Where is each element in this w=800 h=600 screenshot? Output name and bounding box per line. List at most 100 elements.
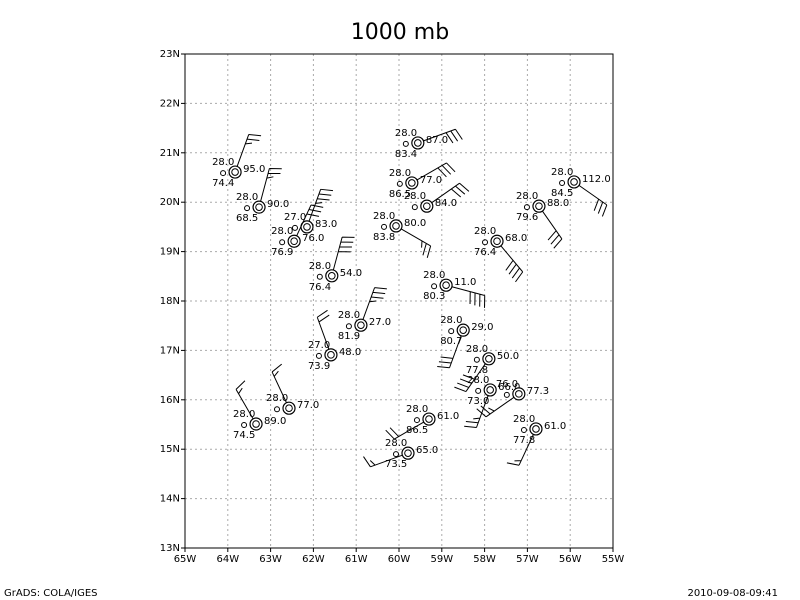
station-circle <box>389 219 403 233</box>
x-tick-label: 59W <box>430 554 453 565</box>
y-tick-label: 18N <box>160 296 180 307</box>
station-value: 83.0 <box>315 219 337 230</box>
station-value: 90.0 <box>267 199 289 210</box>
station-circle-inner <box>290 237 298 246</box>
wind-barb <box>260 168 282 202</box>
station-value: 27.0 <box>284 212 306 223</box>
station-value: 28.0 <box>212 157 234 168</box>
station-circle <box>439 278 453 292</box>
footer-left: GrADS: COLA/IGES <box>4 588 98 599</box>
station-value: 73.9 <box>308 361 330 372</box>
station-circle <box>529 422 543 436</box>
station-value: 28.0 <box>440 315 462 326</box>
station-circle-inner <box>255 203 263 211</box>
x-tick-label: 65W <box>174 554 197 565</box>
station-circle <box>252 200 266 214</box>
station-value: 28.0 <box>551 167 573 178</box>
station-value: 28.0 <box>395 128 417 139</box>
station-value: 84.0 <box>435 198 457 209</box>
wind-barb <box>506 434 534 466</box>
station-value: 28.0 <box>516 191 538 202</box>
station-value: 28.0 <box>513 414 535 425</box>
station-value: 28.0 <box>467 375 489 386</box>
station-value: 74.5 <box>233 430 255 441</box>
station-value: 88.0 <box>547 198 569 209</box>
station-value: 76.9 <box>271 247 293 258</box>
station-value: 28.0 <box>236 192 258 203</box>
wind-barb <box>476 396 515 418</box>
station-value: 76.4 <box>474 247 496 258</box>
x-tick-label: 55W <box>602 554 625 565</box>
station-value: 28.0 <box>466 344 488 355</box>
station-circle <box>325 269 339 283</box>
wind-barb <box>578 184 608 217</box>
wind-barb <box>236 133 262 167</box>
station-circle <box>287 234 301 248</box>
station-value: 77.3 <box>527 386 549 397</box>
station-circle-inner <box>392 222 400 230</box>
station-circle-inner <box>414 139 422 147</box>
station-symbol <box>244 205 251 212</box>
wind-barb <box>500 245 524 283</box>
station-circle <box>411 136 425 150</box>
y-tick-label: 20N <box>160 197 180 208</box>
station-circle <box>567 175 581 189</box>
footer-right: 2010-09-08-09:41 <box>687 588 778 599</box>
station-circle-inner <box>425 415 433 423</box>
station-circle-inner <box>486 386 494 394</box>
x-tick-label: 62W <box>302 554 325 565</box>
station-value: 28.0 <box>404 191 426 202</box>
x-tick-label: 60W <box>388 554 411 565</box>
station-value: 65.0 <box>416 445 438 456</box>
station-symbol <box>392 451 399 458</box>
wind-barb <box>400 228 432 258</box>
station-value: 77.8 <box>466 365 488 376</box>
wind-barb <box>416 162 456 181</box>
station-value: 89.0 <box>264 416 286 427</box>
wind-barb <box>296 204 324 236</box>
station-circle <box>405 176 419 190</box>
station-circle <box>490 234 504 248</box>
station-circle <box>456 323 470 337</box>
station-symbol <box>411 204 418 211</box>
y-tick-label: 15N <box>160 444 180 455</box>
y-tick-label: 19N <box>160 247 180 258</box>
station-symbol <box>279 239 286 246</box>
station-symbol <box>448 328 455 335</box>
station-symbol <box>220 170 227 177</box>
station-circle-inner <box>357 321 365 330</box>
station-circle <box>228 165 242 179</box>
wind-barb <box>454 363 486 393</box>
station-circle <box>483 383 497 397</box>
station-value: 79.6 <box>516 212 538 223</box>
station-circle <box>422 412 436 426</box>
station-value: 11.0 <box>454 277 476 288</box>
station-symbol <box>431 283 438 290</box>
station-value: 28.0 <box>474 226 496 237</box>
station-circle <box>354 318 368 332</box>
station-value: 86.5 <box>389 189 411 200</box>
y-tick-label: 16N <box>160 395 180 406</box>
station-symbol <box>274 406 281 413</box>
station-value: 48.0 <box>339 347 361 358</box>
wind-barb <box>362 287 387 320</box>
station-value: 77.8 <box>513 435 535 446</box>
station-circle-inner <box>231 168 239 176</box>
station-value: 77.0 <box>420 175 442 186</box>
station-circle-inner <box>570 178 578 186</box>
station-circle-inner <box>485 354 493 363</box>
station-value: 28.0 <box>266 393 288 404</box>
station-value: 61.0 <box>437 411 459 422</box>
station-value: 28.0 <box>309 261 331 272</box>
station-symbol <box>291 224 298 231</box>
wind-barb <box>451 286 486 308</box>
station-circle-inner <box>442 281 450 289</box>
wind-barb <box>431 182 470 204</box>
station-symbol <box>345 323 352 330</box>
y-tick-label: 13N <box>160 543 180 554</box>
station-circle-inner <box>327 351 335 359</box>
station-circle <box>420 199 434 213</box>
station-value: 50.0 <box>497 351 519 362</box>
station-value: 80.7 <box>440 336 462 347</box>
